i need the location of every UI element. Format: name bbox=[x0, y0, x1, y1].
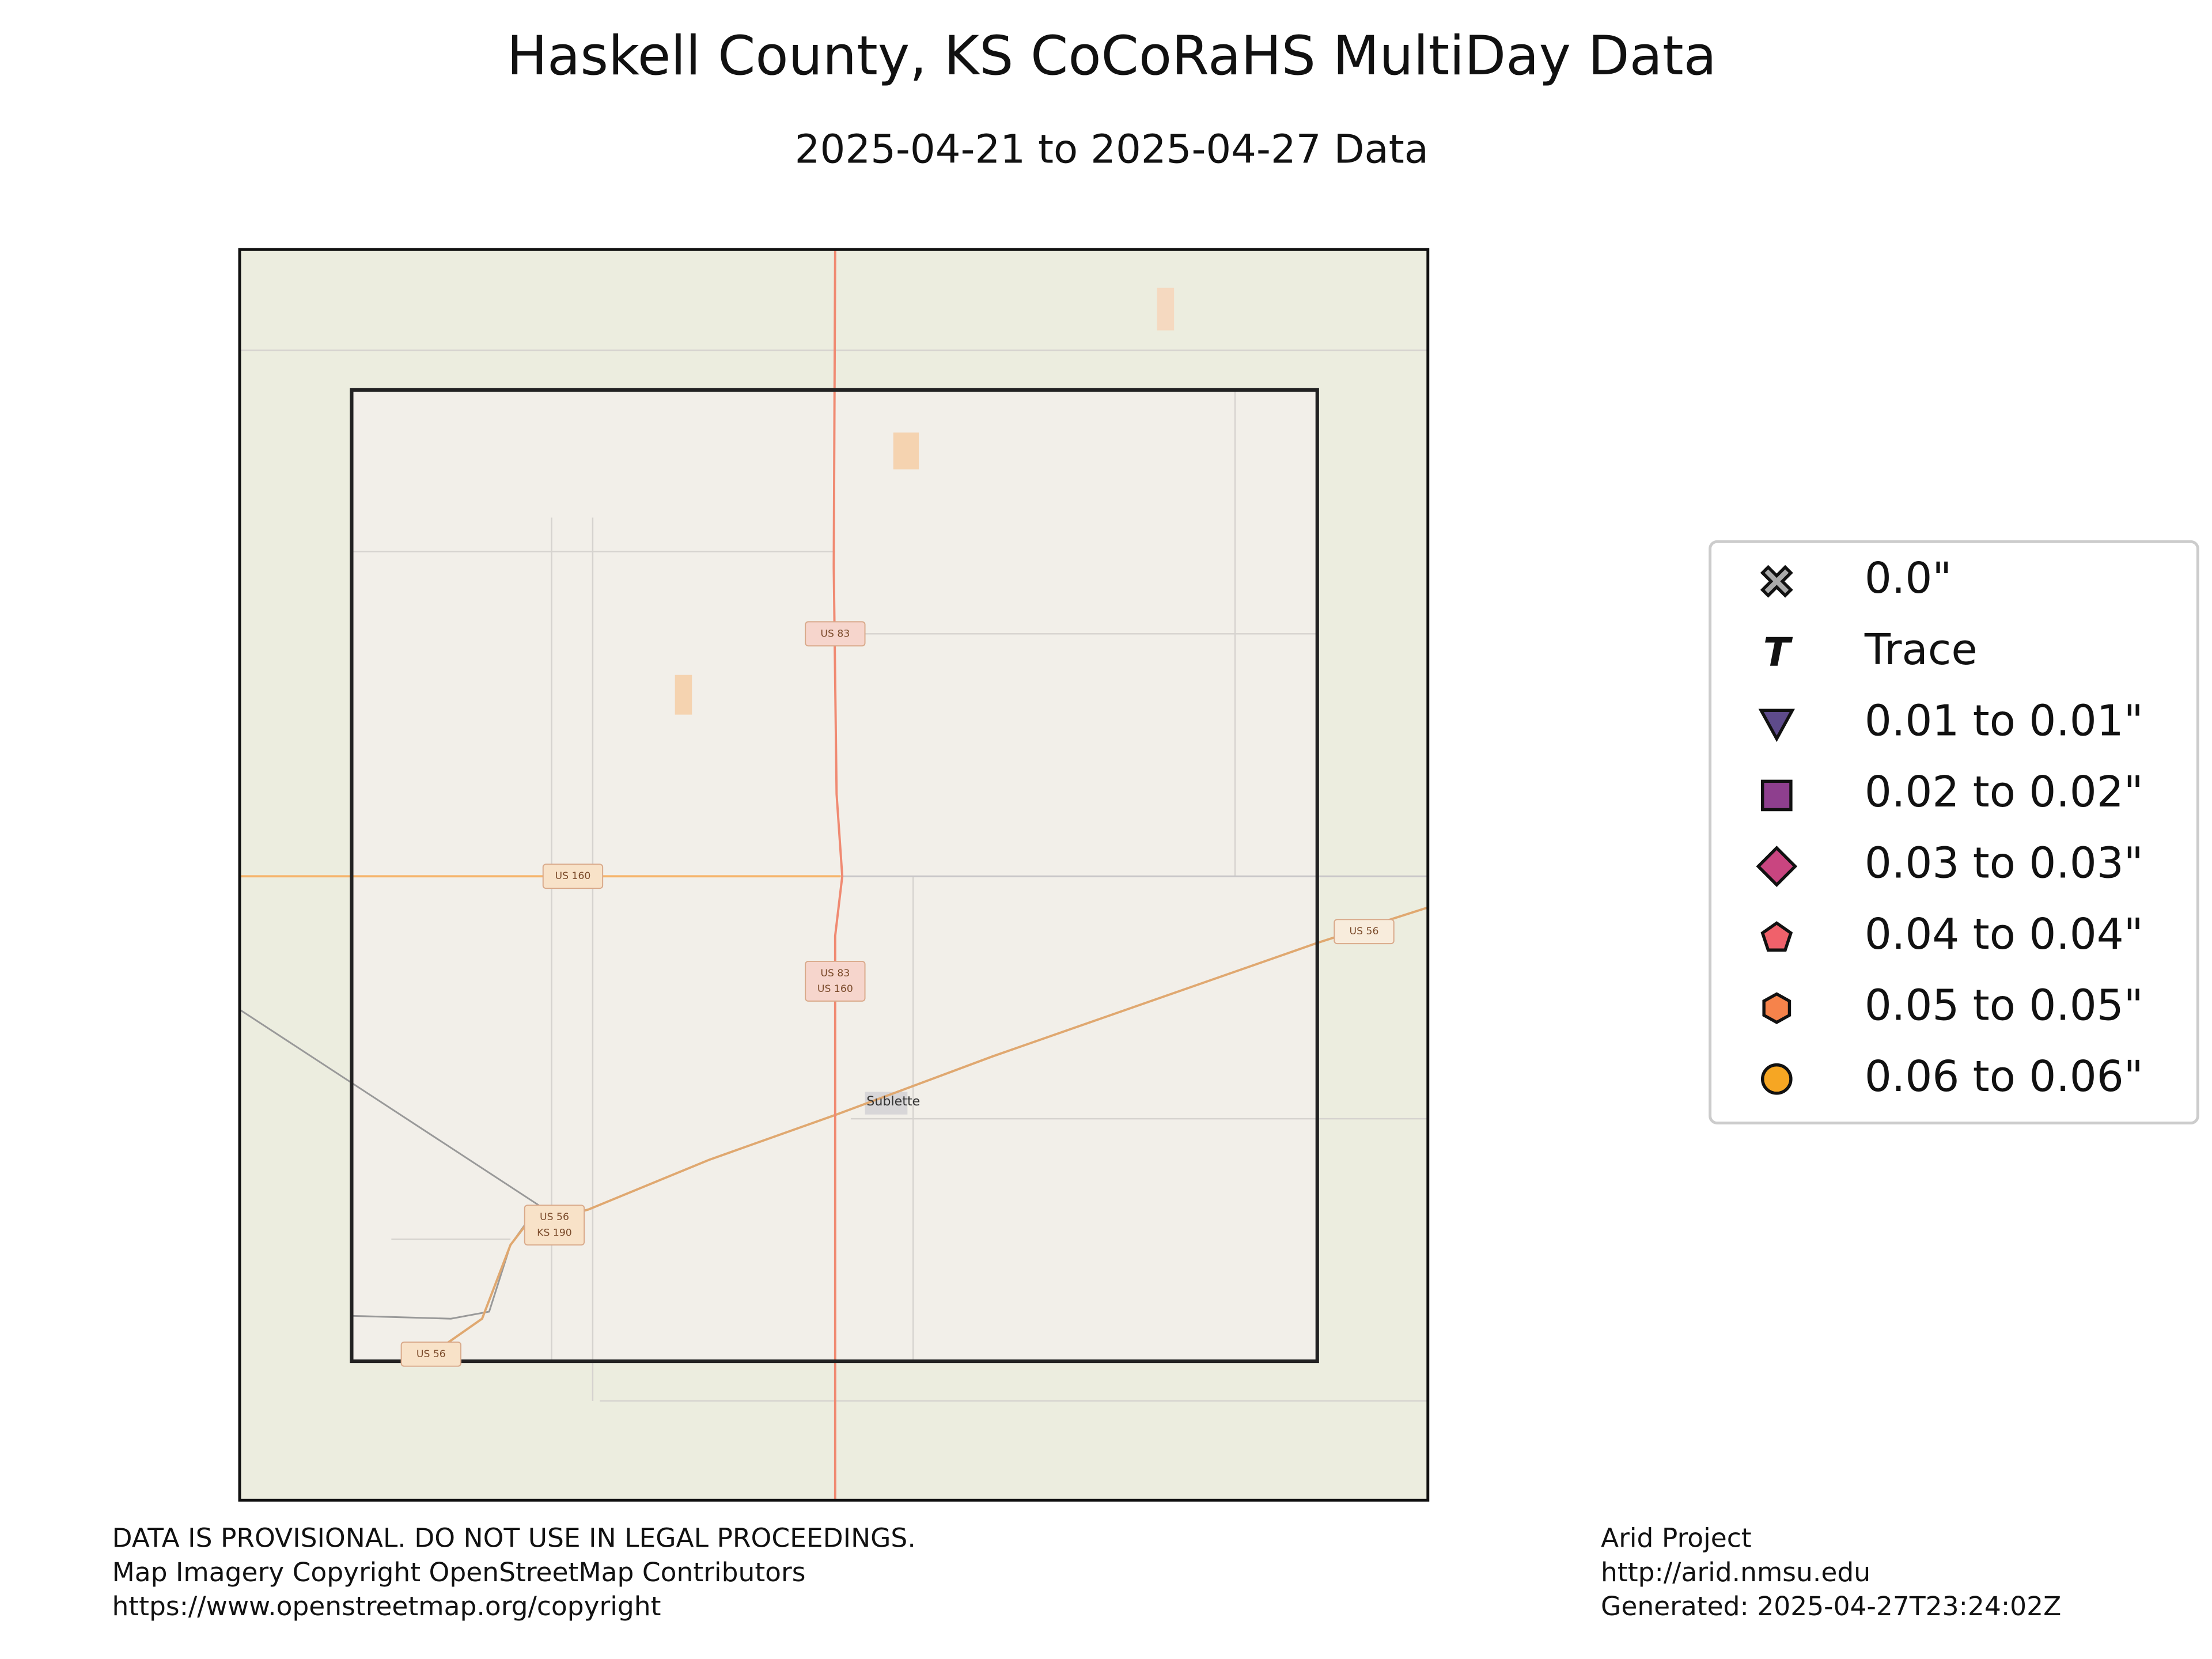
road-label: US 83 bbox=[820, 628, 850, 639]
symbol bbox=[1760, 779, 1793, 812]
road-label: US 56 bbox=[540, 1211, 569, 1223]
legend-label: 0.06 to 0.06" bbox=[1865, 1052, 2143, 1101]
footer-right: http://arid.nmsu.edu bbox=[1601, 1557, 1870, 1588]
road-shield bbox=[400, 1341, 461, 1367]
landuse bbox=[893, 432, 919, 469]
road-label: US 56 bbox=[416, 1349, 446, 1360]
road-shield bbox=[805, 621, 866, 647]
road-label: KS 190 bbox=[537, 1227, 572, 1238]
road-label: US 160 bbox=[555, 870, 591, 882]
road-label: US 160 bbox=[817, 983, 853, 995]
footer-right: Arid Project bbox=[1601, 1523, 1752, 1554]
map: US 83 US 160 US 83 US 160 US 56 KS 190 US 56 US… bbox=[238, 248, 1430, 1502]
railroad bbox=[239, 1009, 540, 1206]
road-shield bbox=[542, 863, 604, 889]
road-label: US 56 bbox=[1350, 926, 1379, 937]
legend: T 0.0" Trace 0.01 to 0.01" 0.02 to 0.02" 0.0… bbox=[1709, 540, 2199, 1124]
symbol-zero bbox=[1760, 565, 1793, 598]
road-shield bbox=[1334, 919, 1395, 945]
legend-symbols: T bbox=[1756, 565, 1798, 1095]
symbol bbox=[1762, 992, 1791, 1024]
legend-label: 0.03 to 0.03" bbox=[1865, 839, 2143, 888]
legend-box bbox=[1709, 540, 2199, 1124]
symbol bbox=[1758, 709, 1795, 743]
legend-label: 0.01 to 0.01" bbox=[1865, 696, 2143, 745]
title: Haskell County, KS CoCoRaHS MultiDay Dat… bbox=[507, 25, 1717, 88]
subtitle: 2025-04-21 to 2025-04-27 Data bbox=[795, 126, 1429, 172]
footer-left: https://www.openstreetmap.org/copyright bbox=[112, 1591, 661, 1622]
map-frame bbox=[238, 248, 1430, 1502]
footer-left: Map Imagery Copyright OpenStreetMap Cont… bbox=[112, 1557, 805, 1588]
road-shield bbox=[805, 960, 866, 1002]
legend-label: 0.04 to 0.04" bbox=[1865, 910, 2143, 959]
footer-left: DATA IS PROVISIONAL. DO NOT USE IN LEGAL… bbox=[112, 1523, 915, 1554]
legend-label: Trace bbox=[1864, 625, 1978, 675]
legend-label: 0.02 to 0.02" bbox=[1865, 767, 2143, 817]
landuse bbox=[675, 675, 692, 715]
footer-right: Generated: 2025-04-27T23:24:02Z bbox=[1601, 1591, 2061, 1622]
town-label: Sublette bbox=[866, 1094, 920, 1109]
road-label: US 83 bbox=[820, 968, 850, 979]
symbol bbox=[1756, 846, 1798, 887]
us83 bbox=[832, 249, 844, 1501]
symbol bbox=[1760, 1063, 1793, 1095]
road-shield bbox=[524, 1205, 585, 1246]
us56 bbox=[425, 906, 1429, 1359]
landuse bbox=[1157, 287, 1175, 331]
county-boundary bbox=[350, 388, 1319, 1363]
legend-label: 0.0" bbox=[1865, 554, 1952, 603]
symbol-trace: T bbox=[1763, 630, 1793, 676]
legend-label: 0.05 to 0.05" bbox=[1865, 981, 2143, 1031]
symbol bbox=[1760, 921, 1793, 952]
